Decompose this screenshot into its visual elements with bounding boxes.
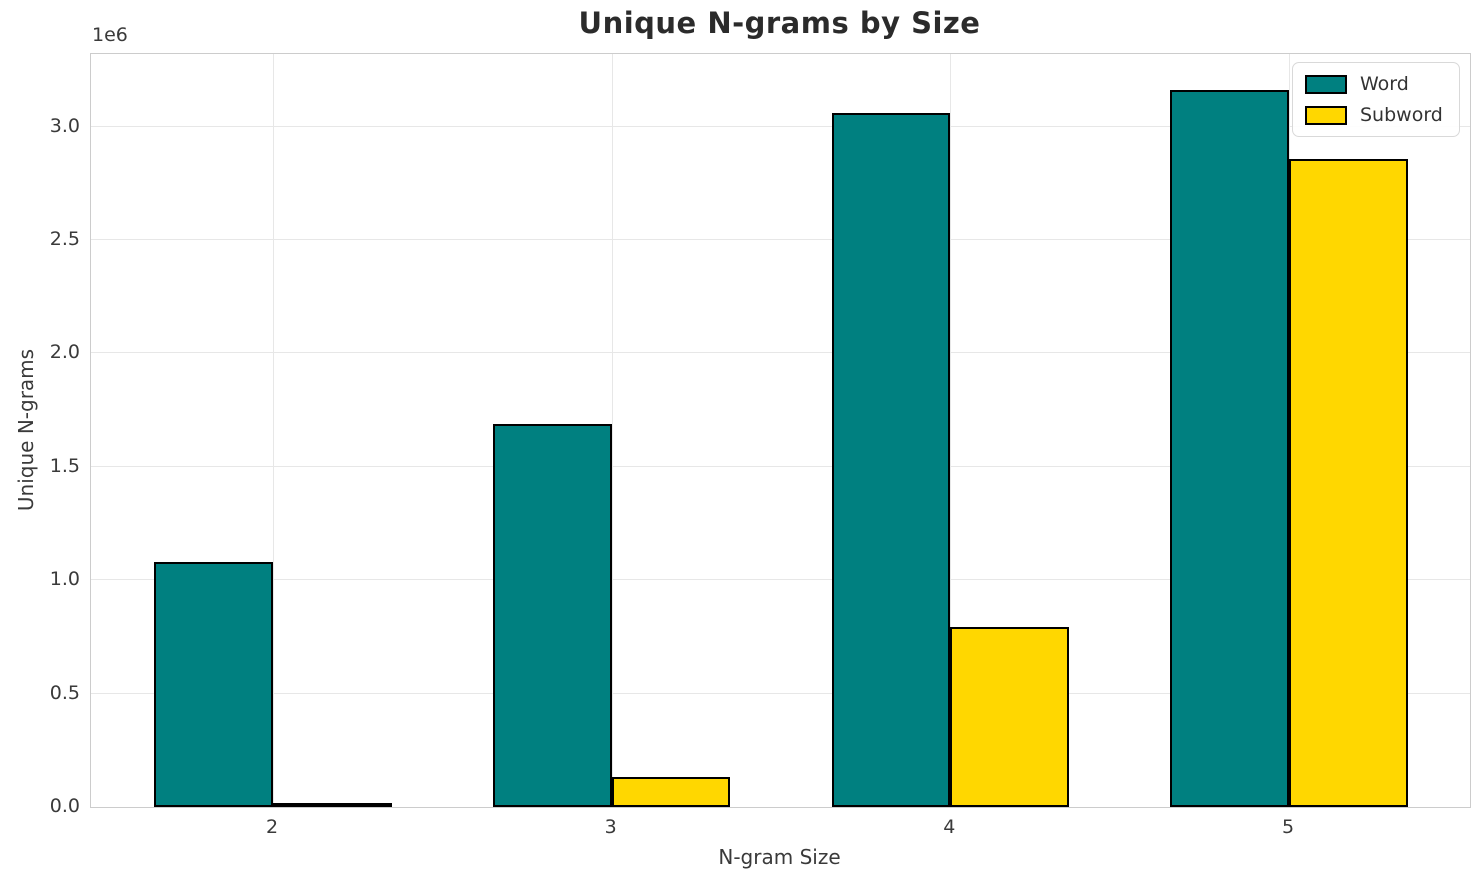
y-tick-label-2.5: 2.5 [49, 227, 80, 250]
gridline-y-2.5 [91, 238, 1470, 240]
y-axis-label: Unique N-grams [14, 348, 38, 512]
y-tick-label-2.0: 2.0 [49, 341, 80, 364]
word-series-swatch-icon [1305, 74, 1347, 94]
gridline-y-0.5 [91, 692, 1470, 694]
legend-entry-word: Word [1305, 73, 1447, 95]
x-tick-label-4: 4 [943, 816, 956, 838]
bar-subword-ngram-2 [273, 803, 392, 807]
bar-word-ngram-2 [154, 561, 273, 807]
bar-word-ngram-5 [1170, 90, 1289, 807]
gridline-y-2.0 [91, 352, 1470, 354]
y-tick-label-0.0: 0.0 [49, 795, 80, 817]
chart-title: Unique N-grams by Size [578, 6, 981, 40]
bar-word-ngram-3 [493, 424, 612, 807]
gridline-x-4 [950, 54, 952, 807]
x-axis-label: N-gram Size [718, 845, 841, 869]
gridline-y-1.5 [91, 465, 1470, 467]
y-tick-label-1.5: 1.5 [49, 454, 80, 477]
gridline-x-3 [611, 54, 613, 807]
y-tick-label-1.0: 1.0 [49, 568, 80, 591]
legend-entry-subword: Subword [1305, 104, 1447, 126]
gridline-y-3.0 [91, 125, 1470, 127]
y-axis-offset-label: 1e6 [92, 24, 128, 46]
bar-subword-ngram-4 [950, 627, 1069, 807]
subword-series-swatch-icon [1305, 105, 1347, 125]
x-tick-label-5: 5 [1281, 816, 1295, 838]
bar-subword-ngram-5 [1289, 159, 1408, 807]
plot-area [90, 53, 1471, 808]
x-tick-label-3: 3 [604, 816, 617, 838]
bar-word-ngram-4 [831, 112, 951, 807]
gridline-x-2 [273, 54, 274, 807]
legend-label-word: Word [1360, 73, 1409, 95]
legend-label-subword: Subword [1360, 104, 1443, 126]
y-tick-label-0.5: 0.5 [49, 681, 80, 704]
bar-subword-ngram-3 [611, 777, 731, 807]
legend: Word Subword [1292, 62, 1460, 137]
y-tick-label-3.0: 3.0 [49, 114, 80, 137]
x-tick-label-2: 2 [265, 816, 279, 838]
gridline-y-1.0 [91, 579, 1470, 581]
